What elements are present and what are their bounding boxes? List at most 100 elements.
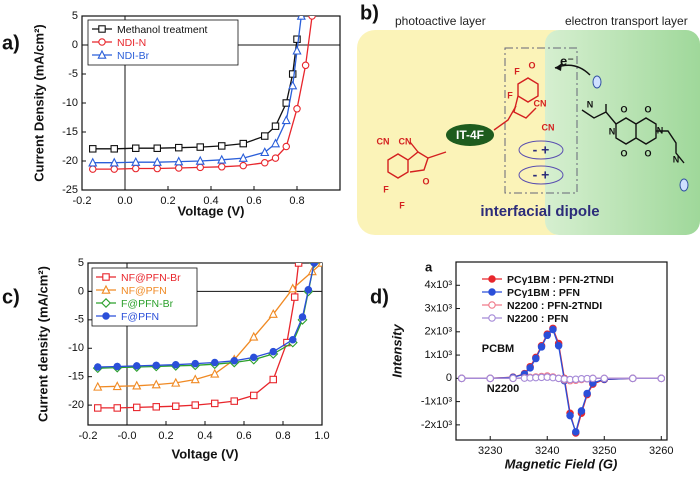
- marker: [133, 403, 141, 412]
- atom-label: CN: [399, 136, 412, 146]
- marker: [301, 61, 310, 70]
- marker: [294, 263, 303, 267]
- x-tick-label: 0.2: [160, 195, 175, 207]
- marker: [151, 379, 161, 389]
- marker: [113, 362, 122, 371]
- marker: [112, 381, 122, 391]
- marker: [293, 105, 301, 113]
- marker: [572, 428, 580, 436]
- caption: interfacial dipole: [480, 203, 599, 220]
- marker: [577, 407, 586, 415]
- marker: [98, 25, 106, 33]
- atom-label: O: [620, 148, 627, 158]
- marker: [486, 374, 494, 383]
- marker: [304, 285, 313, 294]
- marker: [249, 331, 259, 341]
- y-tick-label: -20: [68, 399, 84, 411]
- marker: [131, 156, 141, 166]
- atom-label: F: [507, 90, 513, 100]
- y-tick-label: -25: [62, 184, 78, 196]
- atom-label: O: [644, 148, 651, 158]
- y-tick-label: -5: [74, 314, 84, 326]
- marker: [238, 152, 248, 162]
- marker: [509, 374, 517, 383]
- marker: [239, 139, 248, 148]
- dipole: [518, 165, 564, 185]
- donor-badge: [446, 124, 494, 146]
- marker: [589, 374, 597, 383]
- atom-label: N: [587, 99, 594, 109]
- marker: [549, 325, 557, 334]
- y-tick-label: 5: [72, 10, 78, 22]
- plot-frame: [455, 261, 668, 441]
- marker: [230, 397, 239, 405]
- y-axis-label: Current Density (mA/cm²): [31, 24, 46, 181]
- y-tick-label: -5: [68, 68, 78, 80]
- x-tick-label: 0.0: [117, 195, 132, 207]
- x-tick-label: 0.2: [158, 430, 173, 442]
- marker: [488, 275, 496, 283]
- y-tick-label: 5: [78, 257, 84, 269]
- marker: [132, 164, 140, 173]
- plot-area: [88, 16, 316, 173]
- layer-label: photoactive layer: [395, 14, 486, 28]
- dipole-label: - +: [533, 142, 550, 158]
- atom-label: O: [528, 60, 535, 70]
- marker: [113, 404, 122, 412]
- atom-label: N: [657, 125, 664, 135]
- chart: d) 3230 3240 3250 3260 -2x10³ -1x10³ 0 1x10³ 2x10…: [370, 259, 674, 471]
- marker: [488, 314, 496, 322]
- atom-label: CN: [542, 122, 555, 132]
- marker: [89, 145, 97, 153]
- marker: [94, 404, 102, 412]
- plot-area: [457, 324, 666, 437]
- marker: [172, 402, 180, 410]
- marker: [89, 165, 97, 173]
- marker: [101, 298, 111, 308]
- y-tick-label: -10: [62, 97, 78, 109]
- marker: [190, 374, 200, 384]
- marker: [174, 156, 184, 166]
- marker: [152, 403, 161, 411]
- marker: [310, 263, 318, 267]
- marker: [260, 147, 270, 157]
- dipole: [518, 140, 564, 160]
- marker: [298, 313, 307, 321]
- y-tick-label: -1x10³: [421, 396, 453, 408]
- atom-label: CN: [534, 98, 547, 108]
- marker: [290, 293, 299, 301]
- marker: [210, 368, 220, 378]
- x-tick-label: 0.4: [197, 430, 212, 442]
- layer-label: electron transport layer: [565, 14, 688, 28]
- bond: [581, 104, 617, 125]
- chart: c) -0.2 -0.0 0.2 0.4 0.6 0.8 1.0 -20 -15 -10 -5 0 5 Vo…: [2, 257, 330, 462]
- marker: [269, 347, 277, 356]
- x-tick-label: 0.4: [203, 195, 218, 207]
- marker: [211, 399, 219, 408]
- electron-label: e⁻: [560, 53, 574, 68]
- x-tick-label: -0.2: [73, 195, 92, 207]
- charts: a) -0.2 0.0 0.2 0.4 0.6 0.8 -25 -20 -15 -10 -5 0 5 Vol…: [2, 10, 674, 472]
- x-tick-label: 0.8: [275, 430, 290, 442]
- atom-label: F: [383, 184, 389, 194]
- marker: [288, 80, 298, 90]
- marker: [153, 144, 162, 152]
- legend-label: NF@PFN-Br: [121, 272, 181, 284]
- marker: [93, 381, 103, 391]
- marker: [537, 343, 546, 351]
- chart: a) -0.2 0.0 0.2 0.4 0.6 0.8 -25 -20 -15 -10 -5 0 5 Vol…: [2, 10, 341, 218]
- marker: [270, 138, 281, 148]
- x-axis-label: Voltage (V): [178, 203, 245, 218]
- legend-label: PCγ1BM : PFN-2TNDI: [507, 274, 614, 286]
- marker: [488, 288, 496, 296]
- marker: [260, 132, 269, 140]
- x-tick-label: 3240: [535, 445, 559, 457]
- marker: [109, 157, 119, 167]
- acceptor-ring: [513, 77, 539, 119]
- y-tick-label: -2x10³: [421, 419, 453, 431]
- legend-label: N2200 : PFN-2TNDI: [507, 300, 602, 312]
